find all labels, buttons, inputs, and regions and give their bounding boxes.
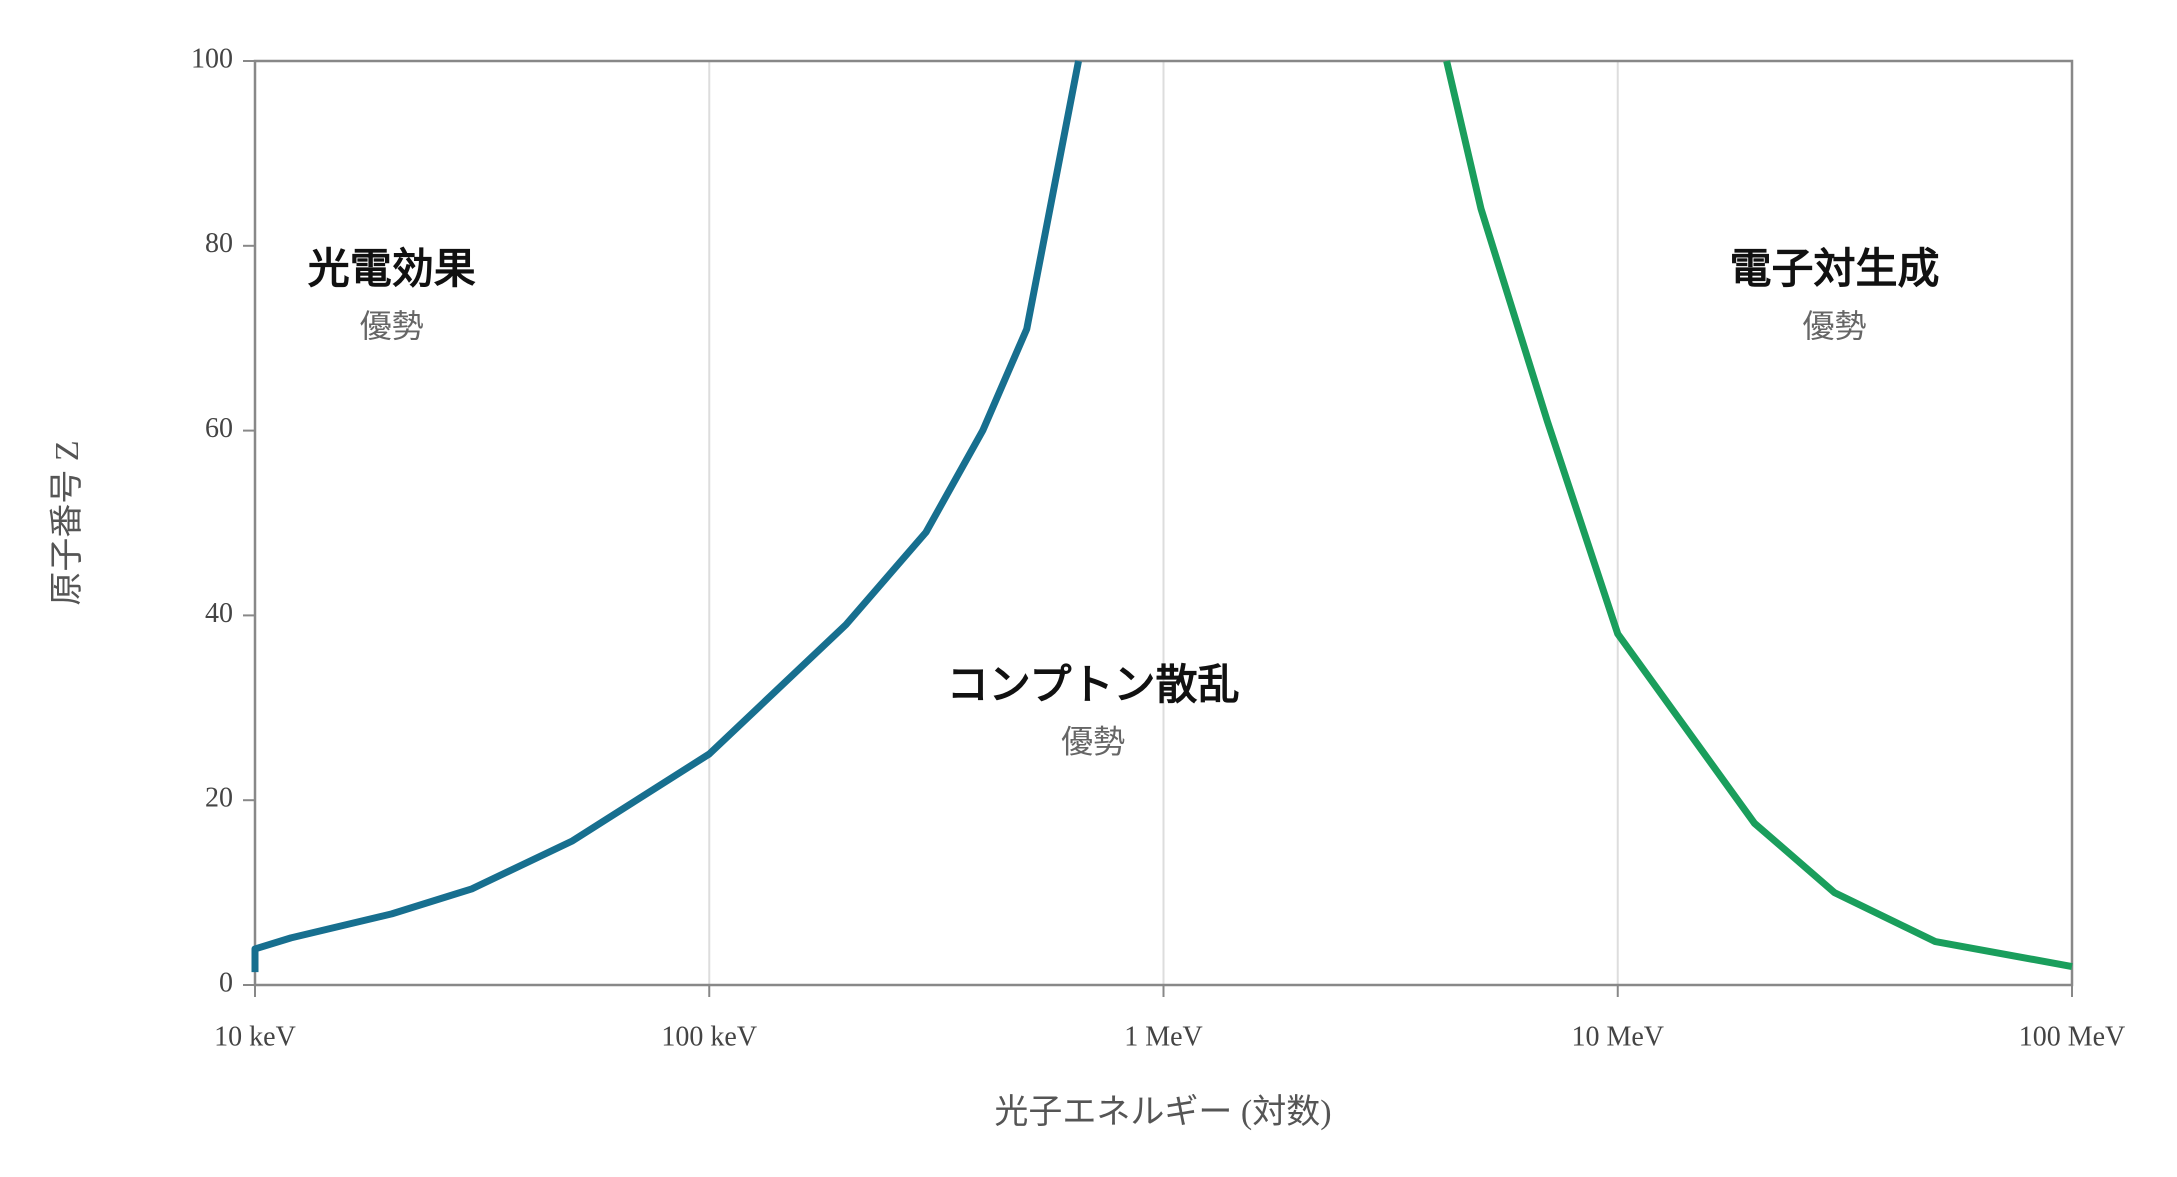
region-sublabel: 優勢 [1061,724,1125,760]
region-label: 電子対生成 [1729,246,1939,293]
region-label: コンプトン散乱 [947,662,1240,709]
y-tick-label: 40 [205,598,233,629]
y-tick-label: 0 [219,967,233,998]
y-tick-label: 20 [205,783,233,814]
x-axis-label: 光子エネルギー (対数) [994,1093,1331,1131]
boundary-line [1443,60,2073,970]
plot-frame [253,59,2074,987]
x-tick-label: 10 MeV [1571,1021,1664,1052]
y-tick-label: 100 [191,43,233,74]
boundary-line [251,60,1082,973]
x-tick-label: 100 MeV [2019,1021,2126,1052]
x-tick-label: 10 keV [214,1021,296,1052]
region-sublabel: 優勢 [360,308,424,344]
region-label: 光電効果 [308,246,476,293]
x-tick-label: 100 keV [661,1021,757,1052]
x-tick-label: 1 MeV [1124,1021,1203,1052]
y-axis-label: 原子番号 Z [49,440,86,605]
y-tick-label: 60 [205,413,233,444]
y-tick-label: 80 [205,228,233,259]
region-sublabel: 優勢 [1802,308,1866,344]
